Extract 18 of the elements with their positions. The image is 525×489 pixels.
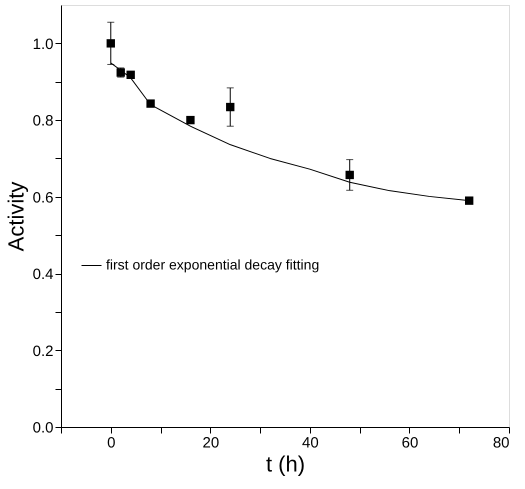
x-tick-label: 0 — [107, 434, 116, 452]
x-tick-label: 40 — [302, 434, 319, 452]
y-tick-label: 0.6 — [32, 189, 54, 206]
point — [106, 39, 115, 48]
y-axis-title: Activity — [4, 182, 29, 252]
y-tick-label: 0.0 — [32, 420, 54, 436]
point — [126, 70, 135, 80]
y-tick-label: 0.4 — [32, 266, 54, 284]
point — [464, 196, 474, 205]
x-tick-label: 20 — [202, 434, 220, 452]
y-tick-label: 1.0 — [32, 36, 54, 53]
x-tick-label: 60 — [402, 434, 418, 452]
y-tick-label: 0.8 — [32, 112, 54, 130]
x-tick-label: 80 — [492, 434, 510, 452]
x-axis-title: t (h) — [266, 452, 306, 476]
y-tick-label: 0.2 — [32, 342, 54, 360]
point — [186, 116, 195, 124]
legend-label: first order exponential decay fitting — [106, 256, 320, 272]
